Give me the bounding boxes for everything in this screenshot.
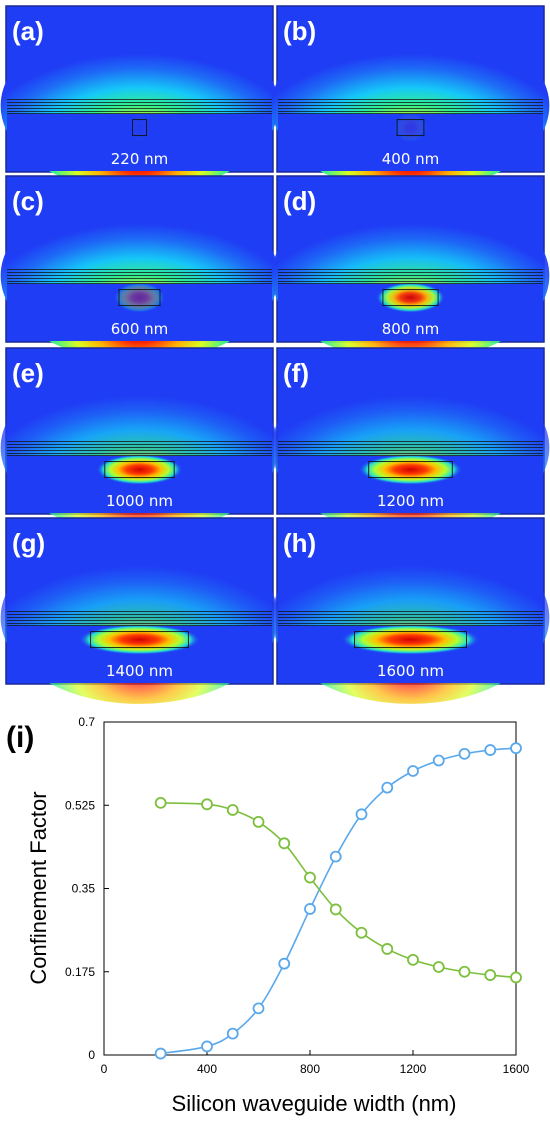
data-point <box>432 754 445 767</box>
data-point <box>484 744 497 756</box>
panel-letter: (h) <box>283 528 316 558</box>
core-mode-field <box>376 282 445 313</box>
data-point <box>201 1040 213 1053</box>
y-tick-label: 0.7 <box>78 715 95 729</box>
silicon-waveguide-outline <box>132 119 147 137</box>
core-mode-field <box>358 454 463 485</box>
mode-panel: (e) 1000 nm <box>0 347 279 534</box>
panel-width-label: 400 nm <box>382 150 440 168</box>
core-mode-field <box>78 624 201 655</box>
x-tick-label: 1600 <box>503 1062 530 1076</box>
core-mode-field <box>131 112 148 142</box>
data-point <box>226 804 239 816</box>
y-tick-label: 0.525 <box>65 798 95 812</box>
data-point <box>510 971 522 984</box>
silicon-waveguide-outline <box>104 461 175 479</box>
x-tick-label: 400 <box>197 1062 217 1076</box>
mode-panel: (c) 600 nm <box>0 175 279 362</box>
data-point <box>381 781 394 794</box>
silicon-waveguide-outline <box>90 631 189 649</box>
y-tick-label: 0 <box>88 1048 95 1062</box>
mode-profile-panels: (a) 220 nm (b) 400 nm (c) 600 nm (d) 800 nm (e) 1… <box>0 5 550 704</box>
core-mode-field <box>114 282 165 313</box>
panel-letter: (d) <box>283 186 316 216</box>
x-axis-title: Silicon waveguide width (nm) <box>172 1091 457 1116</box>
data-point <box>407 765 419 777</box>
data-point <box>458 965 471 978</box>
mode-panel: (b) 400 nm <box>271 5 550 192</box>
data-point <box>278 957 291 970</box>
mode-panel: (g) 1400 nm <box>0 517 279 704</box>
panel-width-label: 1000 nm <box>106 492 173 510</box>
data-point <box>510 742 522 755</box>
data-point <box>458 747 471 760</box>
core-mode-field <box>341 624 480 655</box>
data-point <box>355 808 368 821</box>
panel-letter: (e) <box>12 358 44 388</box>
panel-letter: (f) <box>283 358 309 388</box>
data-point <box>278 837 291 850</box>
series-layer <box>154 742 522 1060</box>
x-tick-label: 0 <box>101 1062 108 1076</box>
data-point <box>154 796 167 809</box>
data-point <box>329 850 342 863</box>
panel-letter: (g) <box>12 528 45 558</box>
panel-width-label: 1200 nm <box>377 492 444 510</box>
plot-frame <box>103 721 517 1056</box>
data-point <box>252 816 265 828</box>
silicon-waveguide-outline <box>396 119 425 137</box>
data-point <box>304 871 316 884</box>
panel-width-label: 800 nm <box>382 320 440 338</box>
silicon-waveguide-outline <box>382 289 439 307</box>
y-axis-title: Confinement Factor <box>26 791 51 984</box>
y-tick-label: 0.175 <box>65 965 95 979</box>
series-line-1 <box>160 747 517 1055</box>
x-tick-label: 1200 <box>400 1062 427 1076</box>
panel-width-label: 600 nm <box>111 320 169 338</box>
series-line-2 <box>160 802 517 979</box>
panel-width-label: 1400 nm <box>106 662 173 680</box>
panel-width-label: 1600 nm <box>377 662 444 680</box>
data-point <box>432 961 445 973</box>
data-point <box>252 1002 265 1015</box>
data-point <box>329 903 342 916</box>
panel-letter: (a) <box>12 16 44 46</box>
panel-width-label: 220 nm <box>111 150 169 168</box>
silicon-waveguide-outline <box>368 461 453 479</box>
silicon-waveguide-outline <box>354 631 467 649</box>
data-point <box>304 903 316 915</box>
mode-panel: (d) 800 nm <box>271 175 550 362</box>
mode-panel: (h) 1600 nm <box>271 517 550 704</box>
data-point <box>355 926 368 939</box>
core-mode-field <box>393 112 428 143</box>
data-point <box>407 953 419 966</box>
core-mode-field <box>96 454 183 485</box>
panel-letter: (c) <box>12 186 44 216</box>
mode-panel: (a) 220 nm <box>0 5 279 192</box>
confinement-factor-plot: (i) 0 0.175 0.35 0.525 0.7 0 400 800 1200 1600 C… <box>6 715 530 1116</box>
plot-letter: (i) <box>6 721 34 754</box>
data-point <box>201 798 213 811</box>
data-point <box>154 1047 167 1060</box>
panel-letter: (b) <box>283 16 316 46</box>
x-tick-label: 800 <box>300 1062 320 1076</box>
silicon-waveguide-outline <box>118 289 161 307</box>
lower-cladding <box>7 113 272 171</box>
y-axis-ticks: 0 0.175 0.35 0.525 0.7 <box>65 715 109 1062</box>
data-point <box>226 1027 239 1040</box>
data-point <box>484 969 497 981</box>
y-tick-label: 0.35 <box>72 882 96 896</box>
data-point <box>381 943 394 955</box>
mode-panel: (f) 1200 nm <box>271 347 550 534</box>
